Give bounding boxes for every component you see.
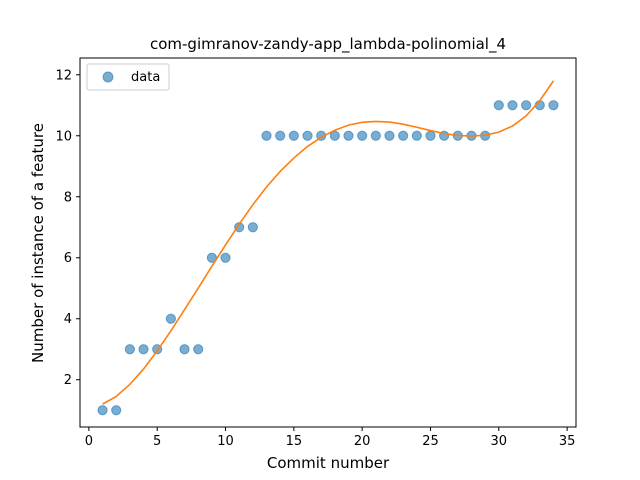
legend-frame [86,63,170,91]
data-point [288,130,299,141]
fit-line [102,80,555,405]
data-point [357,130,368,141]
y-tick-label: 8 [64,190,72,205]
legend: data [86,63,170,91]
data-point [179,344,190,355]
data-point [343,130,354,141]
x-axis-label: Commit number [267,454,390,472]
y-tick-label: 2 [64,373,72,388]
chart-title: com-gimranov-zandy-app_lambda-polinomial… [150,35,506,54]
data-point [302,130,313,141]
x-tick-label: 0 [85,434,93,449]
x-tick-label: 20 [354,434,371,449]
data-point [193,344,204,355]
x-tick-label: 30 [491,434,508,449]
x-tick-label: 25 [422,434,439,449]
y-tick-label: 12 [55,68,72,83]
data-point [234,222,245,233]
data-point [124,344,135,355]
data-point [138,344,149,355]
data-point [548,100,559,111]
data-point [398,130,409,141]
data-point [97,405,108,416]
y-tick-label: 10 [55,129,72,144]
data-point [411,130,422,141]
y-tick-label: 6 [64,251,72,266]
y-axis-label: Number of instance of a feature [29,123,47,363]
data-point [111,405,122,416]
legend-marker-data [102,71,114,83]
x-tick-label: 5 [153,434,161,449]
data-point [384,130,395,141]
data-point [165,313,176,324]
x-tick-label: 15 [286,434,303,449]
data-point [425,130,436,141]
x-tick-label: 35 [559,434,576,449]
data-point [493,100,504,111]
legend-label-data: data [131,70,160,85]
data-point [275,130,286,141]
data-point [521,100,532,111]
y-tick-label: 4 [64,312,72,327]
axes-frame [79,57,577,428]
data-point [220,252,231,263]
data-point [507,100,518,111]
data-point [370,130,381,141]
data-point [247,222,258,233]
plot-area: 0 5 10 15 20 25 30 35 2 4 6 8 10 12 [55,57,577,449]
x-tick-label: 10 [217,434,234,449]
data-point [261,130,272,141]
